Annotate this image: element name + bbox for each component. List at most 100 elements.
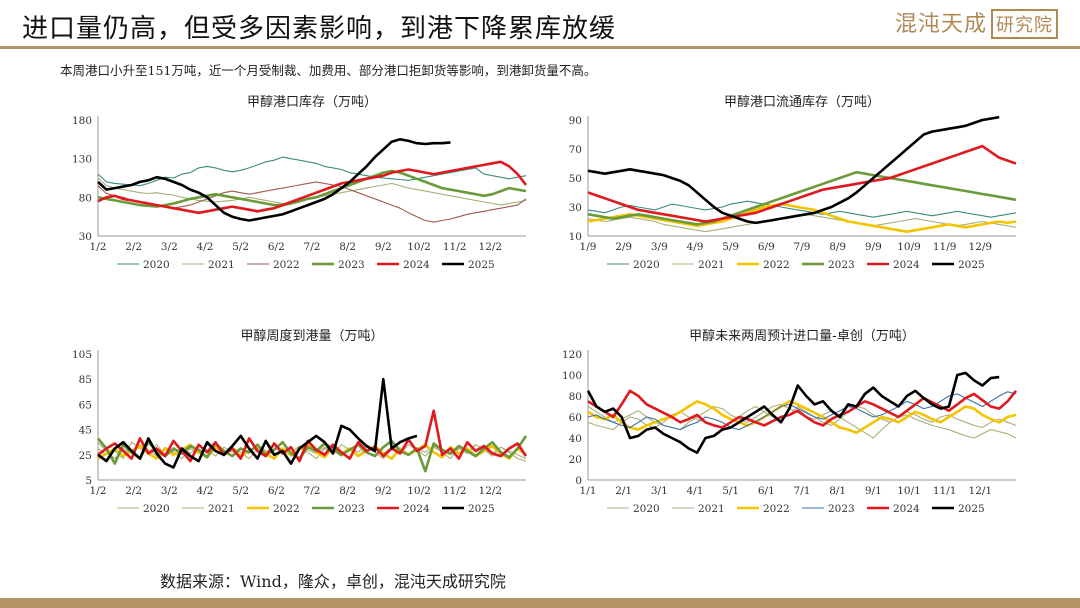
x-tick-label: 7/2	[304, 485, 321, 497]
legend-label-2024: 2024	[403, 503, 430, 515]
x-tick-label: 1/2	[90, 485, 107, 497]
x-tick-label: 4/1	[687, 485, 704, 497]
x-tick-label: 5/2	[232, 485, 249, 497]
legend-label-2022: 2022	[273, 259, 300, 271]
x-tick-label: 3/2	[161, 241, 178, 253]
x-tick-label: 12/1	[969, 485, 993, 497]
x-tick-label: 6/2	[268, 241, 285, 253]
bottom-bar	[0, 598, 1080, 608]
x-tick-label: 2/9	[615, 241, 632, 253]
legend-label-2022: 2022	[273, 503, 300, 515]
x-tick-label: 3/2	[161, 485, 178, 497]
series-line-2022	[587, 202, 1017, 233]
y-tick-label: 60	[569, 412, 582, 424]
chart-title: 甲醇周度到港量（万吨）	[240, 328, 383, 344]
x-tick-label: 12/2	[479, 241, 503, 253]
page-subtitle: 本周港口小升至151万吨，近一个月受制裁、加费用、部分港口拒卸货等影响，到港卸货…	[60, 63, 597, 78]
logo-text: 混沌天成	[894, 12, 987, 37]
y-tick-label: 0	[575, 475, 582, 487]
page-title: 进口量仍高，但受多因素影响，到港下降累库放缓	[22, 14, 617, 44]
x-tick-label: 7/9	[794, 241, 811, 253]
series-line-2023	[587, 391, 1017, 431]
x-tick-label: 9/2	[375, 485, 392, 497]
x-tick-label: 2/1	[615, 485, 632, 497]
legend-label-2022: 2022	[763, 503, 790, 515]
x-tick-label: 12/9	[969, 241, 993, 253]
x-tick-label: 11/2	[443, 485, 467, 497]
y-tick-label: 120	[562, 349, 582, 361]
x-tick-label: 10/1	[897, 485, 921, 497]
chart-forecast-imports: 甲醇未来两周预计进口量-卓创（万吨） 0 20 40 60 80 100 120 1/1 2/1 3…	[562, 328, 1018, 515]
legend-label-2024: 2024	[893, 259, 920, 271]
x-tick-label: 11/9	[933, 241, 957, 253]
legend-label-2023: 2023	[828, 503, 855, 515]
y-tick-label: 130	[72, 154, 92, 166]
series-line-2024	[97, 409, 528, 463]
series-line-2025	[587, 115, 1000, 225]
series-line-2023	[97, 435, 528, 473]
series-line-2023	[587, 170, 1017, 226]
legend-label-2022: 2022	[763, 259, 790, 271]
x-tick-label: 5/2	[232, 241, 249, 253]
x-tick-label: 6/1	[758, 485, 775, 497]
y-tick-label: 45	[79, 425, 92, 437]
y-tick-label: 30	[79, 231, 92, 243]
legend-label-2024: 2024	[403, 259, 430, 271]
x-tick-label: 6/2	[268, 485, 285, 497]
y-tick-label: 80	[569, 391, 582, 403]
y-tick-label: 40	[569, 433, 582, 445]
legend-label-2025: 2025	[958, 503, 985, 515]
x-tick-label: 5/9	[722, 241, 739, 253]
chart-title: 甲醇未来两周预计进口量-卓创（万吨）	[689, 328, 915, 344]
legend-label-2020: 2020	[143, 503, 170, 515]
y-tick-label: 30	[569, 202, 582, 214]
y-tick-label: 180	[72, 115, 92, 127]
legend-label-2025: 2025	[468, 503, 495, 515]
legend-label-2021: 2021	[208, 503, 235, 515]
x-tick-label: 3/1	[651, 485, 668, 497]
x-tick-label: 5/1	[722, 485, 739, 497]
y-tick-label: 100	[562, 370, 582, 382]
legend-label-2021: 2021	[698, 259, 725, 271]
x-tick-label: 4/9	[687, 241, 704, 253]
legend-label-2020: 2020	[633, 259, 660, 271]
chart-weekly-arrivals: 甲醇周度到港量（万吨） 5 25 45 65 85 105 1/2 2/2 3/2 4/2 5/2 6/…	[72, 328, 528, 515]
legend-label-2020: 2020	[633, 503, 660, 515]
series-line-2025	[97, 137, 451, 222]
series-line-2025	[586, 371, 1000, 454]
x-tick-label: 1/2	[90, 241, 107, 253]
y-tick-label: 65	[79, 399, 92, 411]
x-tick-label: 1/9	[580, 241, 597, 253]
x-tick-label: 9/2	[375, 241, 392, 253]
y-tick-label: 105	[72, 349, 92, 361]
legend-label-2023: 2023	[338, 259, 365, 271]
brand-logo: 混沌天成 研究院	[895, 6, 1058, 39]
y-tick-label: 90	[569, 115, 582, 127]
x-tick-label: 12/2	[479, 485, 503, 497]
chart-title: 甲醇港口流通库存（万吨）	[724, 94, 880, 110]
legend-label-2025: 2025	[958, 259, 985, 271]
series-line-2022	[97, 181, 527, 223]
legend-label-2025: 2025	[468, 259, 495, 271]
x-tick-label: 9/9	[865, 241, 882, 253]
chart-title: 甲醇港口库存（万吨）	[247, 94, 377, 110]
x-tick-label: 4/2	[197, 485, 214, 497]
x-tick-label: 10/2	[407, 241, 431, 253]
logo-box: 研究院	[991, 9, 1058, 39]
y-tick-label: 20	[569, 454, 582, 466]
series-line-2020	[587, 405, 1017, 431]
legend-label-2024: 2024	[893, 503, 920, 515]
x-tick-label: 9/1	[865, 485, 882, 497]
y-tick-label: 25	[79, 450, 92, 462]
y-tick-label: 10	[569, 231, 582, 243]
x-tick-label: 6/9	[758, 241, 775, 253]
x-tick-label: 2/2	[125, 485, 142, 497]
legend-label-2020: 2020	[143, 259, 170, 271]
x-tick-label: 8/9	[829, 241, 846, 253]
x-tick-label: 8/2	[339, 485, 356, 497]
y-tick-label: 80	[79, 192, 92, 204]
x-tick-label: 11/2	[443, 241, 467, 253]
chart-port-inventory: 甲醇港口库存（万吨） 30 80 130 180 1/2 2/2 3/2 4/2 5/2 6/2 7/…	[72, 94, 528, 271]
x-tick-label: 7/2	[304, 241, 321, 253]
series-line-2022	[587, 400, 1017, 435]
